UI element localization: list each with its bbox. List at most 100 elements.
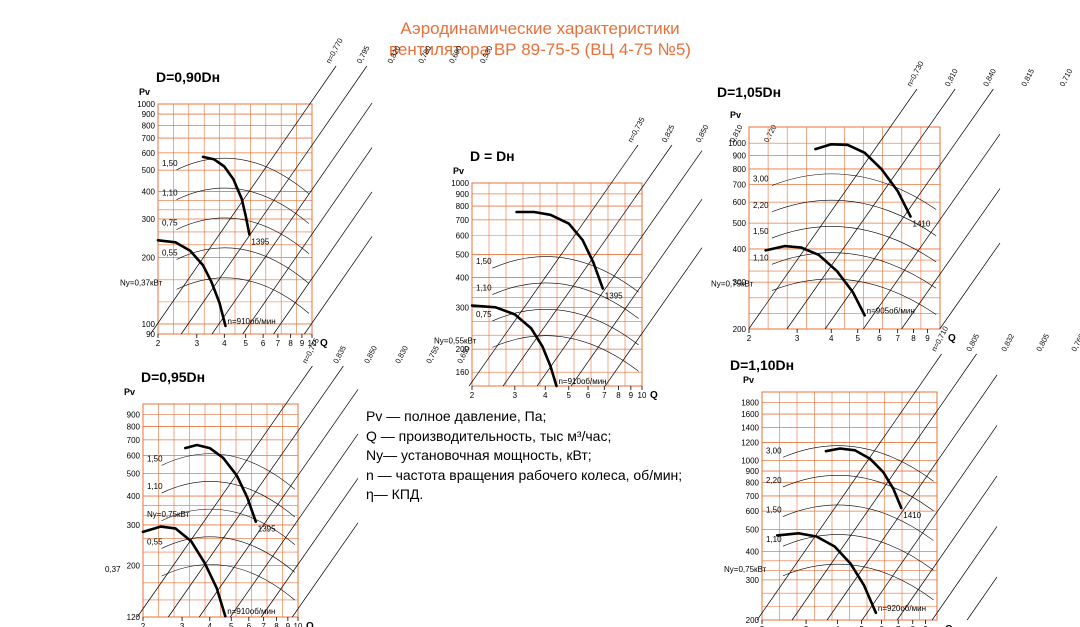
efficiency-label: 0,815	[1019, 67, 1036, 88]
power-line	[771, 173, 937, 210]
x-tick-label: 9	[925, 334, 930, 343]
max-speed-label: 1410	[903, 511, 921, 520]
y-tick-label: 300	[746, 576, 760, 585]
panel-title: D=1,05Dн	[717, 84, 781, 100]
efficiency-line	[468, 144, 639, 387]
power-line	[161, 564, 296, 601]
y-tick-label: 500	[456, 251, 470, 260]
x-axis-label: Q	[945, 624, 953, 627]
efficiency-line	[260, 478, 359, 618]
efficiency-line	[826, 374, 998, 621]
legend-item-power: Ny— установочная мощность, кВт;	[366, 447, 592, 463]
legend-item-efficiency: η— КПД.	[366, 486, 424, 502]
power-line	[771, 278, 937, 315]
power-line	[492, 335, 639, 372]
y-tick-label: 900	[142, 110, 156, 119]
power-label: 0,55	[162, 249, 178, 258]
power-line	[492, 282, 639, 319]
x-axis-label: Q	[320, 338, 328, 349]
chart-title-line1: Аэродинамические характеристики	[400, 19, 680, 38]
power-label: 1,50	[753, 227, 769, 236]
efficiency-line	[304, 236, 373, 335]
efficiency-line	[273, 191, 373, 335]
power-label: 0,55	[147, 537, 163, 546]
series-line	[156, 239, 227, 328]
power-label: 1,50	[476, 257, 492, 266]
power-label: 2,20	[766, 476, 782, 485]
x-axis-label: Q	[948, 333, 956, 344]
power-label: Ny=0,75кВт	[147, 510, 190, 519]
chart-panel-2: 2 3 4 5 6 7 8 9 10 Q 160 200 300 400 500 600 700 800 900 10…	[434, 116, 779, 401]
y-tick-label: 1000	[451, 179, 469, 188]
performance-curves: n=910об/мин 1395	[470, 210, 623, 388]
y-tick-label: 600	[746, 507, 760, 516]
power-label: Ny=0,75кВт	[711, 280, 754, 289]
x-tick-label: 3	[804, 625, 809, 627]
x-tick-label: 8	[616, 391, 621, 400]
x-tick-label: 7	[896, 625, 901, 627]
power-line	[176, 247, 310, 284]
max-speed-label: 1395	[251, 238, 269, 247]
grid	[143, 404, 298, 617]
chart-panel-3: 2 3 4 5 6 7 8 9 Q 200 300 400 500 600 700 800 900 1000 Pv D…	[711, 60, 1074, 344]
x-tick-label: 4	[829, 334, 834, 343]
legend: Pv — полное давление, Па; Q — производит…	[366, 407, 682, 505]
y-tick-label: 400	[142, 188, 156, 197]
y-tick-label: 300	[456, 303, 470, 312]
efficiency-line	[931, 526, 998, 621]
y-tick-label: 200	[142, 254, 156, 263]
x-tick-label: 7	[276, 339, 281, 348]
series-line	[515, 210, 605, 290]
x-tick-label: 6	[261, 339, 266, 348]
efficiency-label: 0,820	[385, 44, 402, 65]
x-tick-label: 4	[835, 625, 840, 627]
speed-label: n=910об/мин	[227, 607, 275, 616]
series-line	[470, 304, 558, 388]
x-tick-label: 2	[470, 391, 475, 400]
x-tick-label: 6	[247, 622, 252, 627]
power-line	[782, 563, 934, 601]
power-line	[161, 453, 296, 490]
y-tick-label: 600	[127, 451, 141, 460]
plot-frame	[157, 103, 313, 335]
x-tick-label: 3	[513, 391, 518, 400]
efficiency-line	[570, 198, 703, 387]
power-line	[782, 504, 934, 541]
grid	[749, 127, 940, 329]
series-line	[824, 447, 903, 510]
efficiency-label: 0,530	[478, 44, 495, 65]
power-label: 1,10	[753, 253, 769, 262]
y-tick-label: 800	[746, 479, 760, 488]
y-tick-label: 100	[142, 320, 156, 329]
grid	[158, 104, 312, 334]
y-tick-label: 800	[127, 422, 141, 431]
power-line	[782, 445, 934, 482]
y-axis-label: Pv	[743, 375, 754, 385]
performance-curves: n=905об/мин 1410	[764, 143, 931, 317]
efficiency-line	[939, 242, 1001, 330]
power-line	[771, 226, 937, 263]
x-tick-label: 6	[586, 391, 591, 400]
speed-label: n=910об/мин	[558, 377, 606, 386]
max-speed-label: 1410	[913, 219, 931, 228]
power-lines: Ny=0,75кВт 1,10 1,50 2,20 3,00	[711, 173, 937, 315]
power-lines: 0,37 0,55 Ny=0,75кВт 1,10 1,50	[105, 453, 296, 601]
power-label: 1,10	[476, 284, 492, 293]
efficiency-label: 0,825	[660, 123, 677, 144]
power-line	[176, 217, 310, 254]
legend-item-flow: Q — производительность, тыс м³/час;	[366, 427, 612, 444]
x-tick-label: 9	[286, 622, 291, 627]
x-tick-label: 5	[229, 622, 234, 627]
efficiency-line	[536, 150, 703, 387]
y-tick-label: 700	[746, 492, 760, 501]
power-label: 3,00	[766, 446, 782, 455]
panel-title: D=1,10Dн	[730, 357, 794, 373]
power-line	[161, 481, 296, 518]
x-axis-label: Q	[306, 621, 314, 627]
power-label: Ny=0,75кВт	[724, 565, 767, 574]
efficiency-line	[756, 353, 942, 621]
y-tick-label: 200	[746, 616, 760, 625]
efficiency-line	[229, 433, 359, 618]
y-tick-label: 1000	[741, 457, 759, 466]
